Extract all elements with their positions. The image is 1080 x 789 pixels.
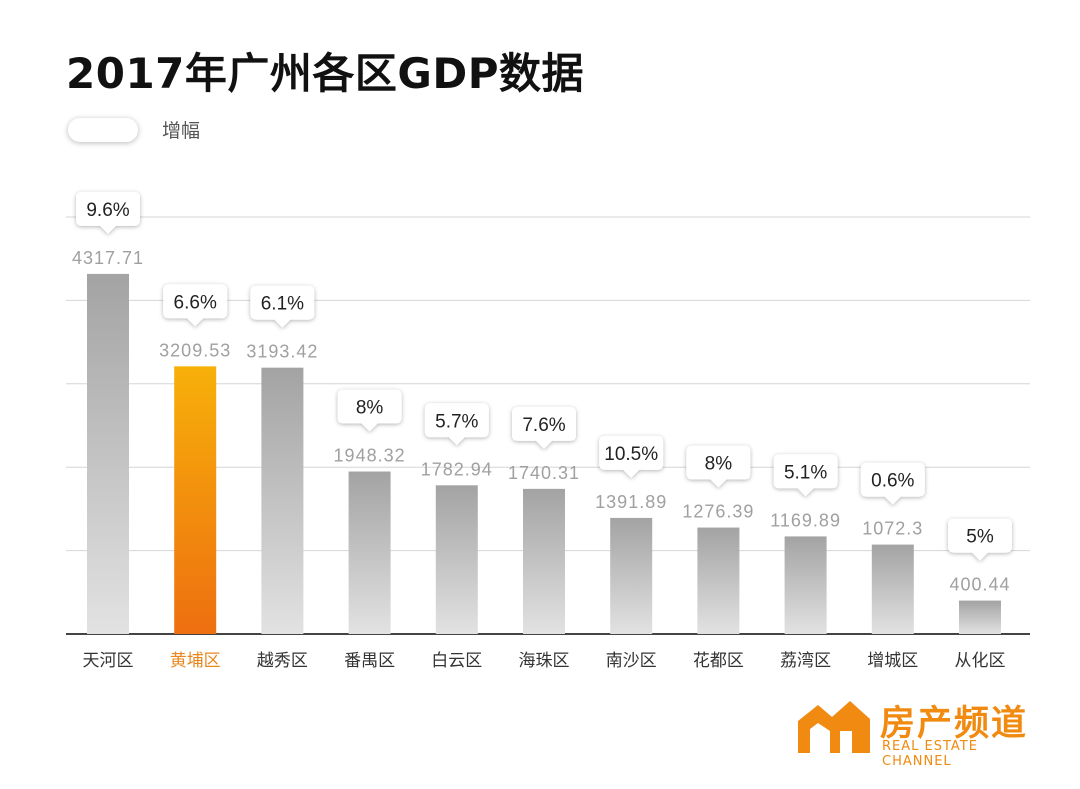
value-label: 1391.89 [595,492,667,512]
bar-5 [435,485,478,634]
growth-callout [948,518,1012,561]
growth-callout [773,454,838,497]
value-label: 400.44 [949,575,1010,595]
house-logo-icon [798,701,870,753]
value-label: 3193.42 [246,342,318,362]
bar-3 [261,367,304,634]
brand-name-en: REAL ESTATE CHANNEL [882,739,978,769]
bar-9 [784,536,827,634]
growth-label: 8% [705,454,733,475]
bar-6 [523,488,565,634]
legend-swatch [68,117,138,142]
bar-10 [871,544,914,634]
brand-logo: 房产频道 REAL ESTATE CHANNEL [796,693,1036,769]
category-label: 花都区 [693,651,744,671]
growth-label: 5.7% [435,411,478,432]
category-label: 从化区 [955,651,1006,671]
growth-callout [76,191,140,234]
growth-callout [686,445,751,488]
growth-label: 10.5% [604,444,658,465]
value-label: 1782.94 [421,459,493,479]
growth-callout [860,462,925,505]
value-label: 1740.31 [508,463,580,483]
growth-label: 0.6% [871,471,914,492]
bars [87,273,1001,634]
category-label: 增城区 [867,651,918,671]
legend: 增幅 [68,116,200,143]
growth-callout [250,285,315,328]
growth-label: 7.6% [522,415,565,436]
category-label: 越秀区 [257,651,308,671]
bar-4 [348,471,391,634]
brand-name: 房产频道 [880,704,1029,744]
category-label: 荔湾区 [780,651,831,671]
category-label: 天河区 [83,651,134,671]
value-label: 3209.53 [159,340,231,360]
value-label: 1276.39 [682,502,754,522]
growth-callout [512,406,576,449]
growth-callout [163,284,228,327]
chart-title: 2017年广州各区GDP数据 [66,49,585,98]
bar-11 [959,600,1001,634]
value-label: 1072.3 [862,519,923,539]
labels: 4317.71 天河区 9.6% 3209.53 黄埔区 6.6% 3193.42 越秀区 6.… [72,191,1012,671]
growth-label: 5.1% [784,462,827,483]
bar-1 [87,273,129,634]
bar-2 [174,366,217,634]
growth-label: 8% [356,398,384,419]
growth-label: 9.6% [86,200,129,221]
growth-label: 6.6% [174,292,217,313]
value-label: 1948.32 [334,446,406,466]
value-label: 1169.89 [770,510,841,530]
category-label: 番禺区 [344,651,395,671]
growth-callout [599,435,664,478]
growth-label: 5% [966,527,994,548]
category-label: 黄埔区 [170,651,221,671]
value-label: 4317.71 [72,248,144,268]
category-label: 海珠区 [519,651,570,671]
legend-label: 增幅 [162,120,201,142]
category-label: 白云区 [431,651,482,671]
growth-callout [337,389,402,432]
bar-8 [697,527,740,634]
bar-7 [610,517,653,634]
growth-label: 6.1% [261,294,304,315]
growth-callout [424,403,489,446]
category-label: 南沙区 [606,651,657,671]
